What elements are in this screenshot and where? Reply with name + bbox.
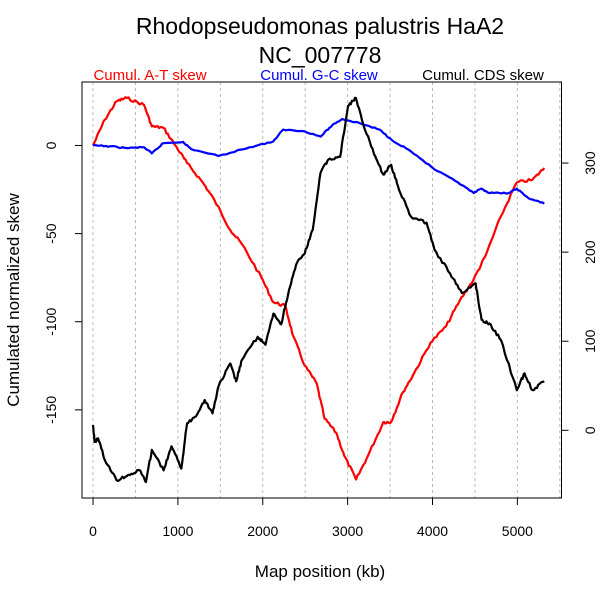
chart-subtitle: NC_007778 (259, 42, 382, 68)
series-line-cds-skew (91, 96, 545, 484)
legend-gc-skew: Cumul. G-C skew (260, 67, 378, 84)
x-tick-label: 0 (89, 523, 97, 539)
x-tick-label: 2000 (247, 523, 278, 539)
x-axis-label: Map position (kb) (255, 562, 385, 581)
x-tick-label: 5000 (502, 523, 533, 539)
y-left-tick-label: -50 (43, 223, 59, 243)
series-line-at-skew (91, 96, 546, 481)
x-tick-label: 1000 (162, 523, 193, 539)
y-right-tick-label: 0 (582, 426, 598, 434)
x-tick-label: 3000 (332, 523, 363, 539)
x-tick-label: 4000 (417, 523, 448, 539)
chart-title: Rhodopseudomonas palustris HaA2 (136, 13, 504, 39)
y-right-tick-label: 200 (582, 240, 598, 264)
series-line-gc-skew (92, 117, 545, 205)
y-left-tick-label: -100 (43, 308, 59, 336)
legend-at-skew: Cumul. A-T skew (93, 67, 206, 84)
y-left-tick-label: 0 (43, 141, 59, 149)
y-right-tick-label: 100 (582, 329, 598, 353)
y-axis-label: Cumulated normalized skew (4, 193, 23, 407)
y-left-tick-label: -150 (43, 396, 59, 424)
plot-frame (81, 81, 562, 499)
legend-cds-skew: Cumul. CDS skew (422, 67, 544, 84)
y-right-tick-label: 300 (582, 151, 598, 175)
